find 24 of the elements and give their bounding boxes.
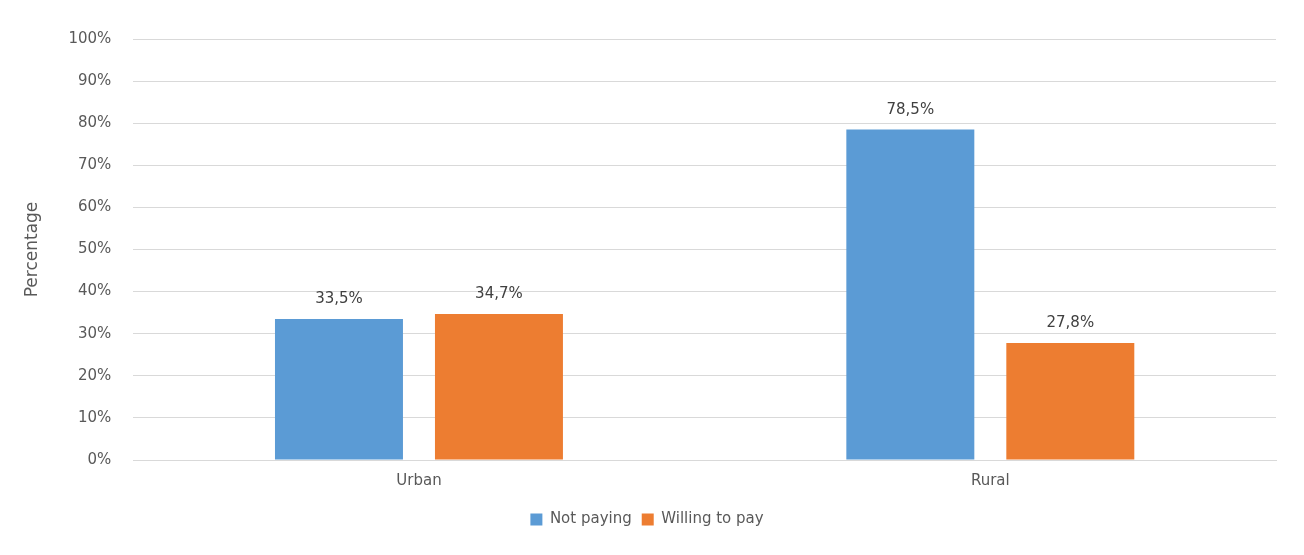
bar bbox=[434, 313, 563, 460]
y-tick-label: 90% bbox=[77, 70, 112, 89]
y-tick-label: 30% bbox=[77, 323, 112, 342]
data-label: 78,5% bbox=[886, 99, 935, 118]
y-tick-label: 60% bbox=[77, 197, 112, 216]
y-axis-title: Percentage bbox=[20, 201, 41, 298]
y-tick-label: 40% bbox=[77, 281, 112, 300]
data-label: 33,5% bbox=[315, 289, 363, 308]
y-tick-label: 50% bbox=[77, 239, 112, 258]
y-tick-label: 100% bbox=[68, 28, 112, 47]
bar bbox=[846, 129, 975, 460]
y-tick-label: 80% bbox=[77, 113, 112, 132]
legend-label: Not paying bbox=[549, 509, 632, 528]
x-tick-label: Rural bbox=[970, 470, 1010, 489]
x-tick-label: Urban bbox=[396, 470, 442, 489]
y-tick-label: 70% bbox=[77, 155, 112, 174]
legend-label: Willing to pay bbox=[661, 509, 764, 528]
bar bbox=[274, 318, 403, 460]
data-label: 27,8% bbox=[1046, 313, 1095, 332]
y-tick-label: 0% bbox=[87, 449, 112, 468]
bar bbox=[1006, 342, 1135, 460]
y-tick-label: 20% bbox=[77, 365, 112, 384]
y-tick-label: 10% bbox=[77, 407, 112, 426]
data-label: 34,7% bbox=[475, 284, 523, 303]
